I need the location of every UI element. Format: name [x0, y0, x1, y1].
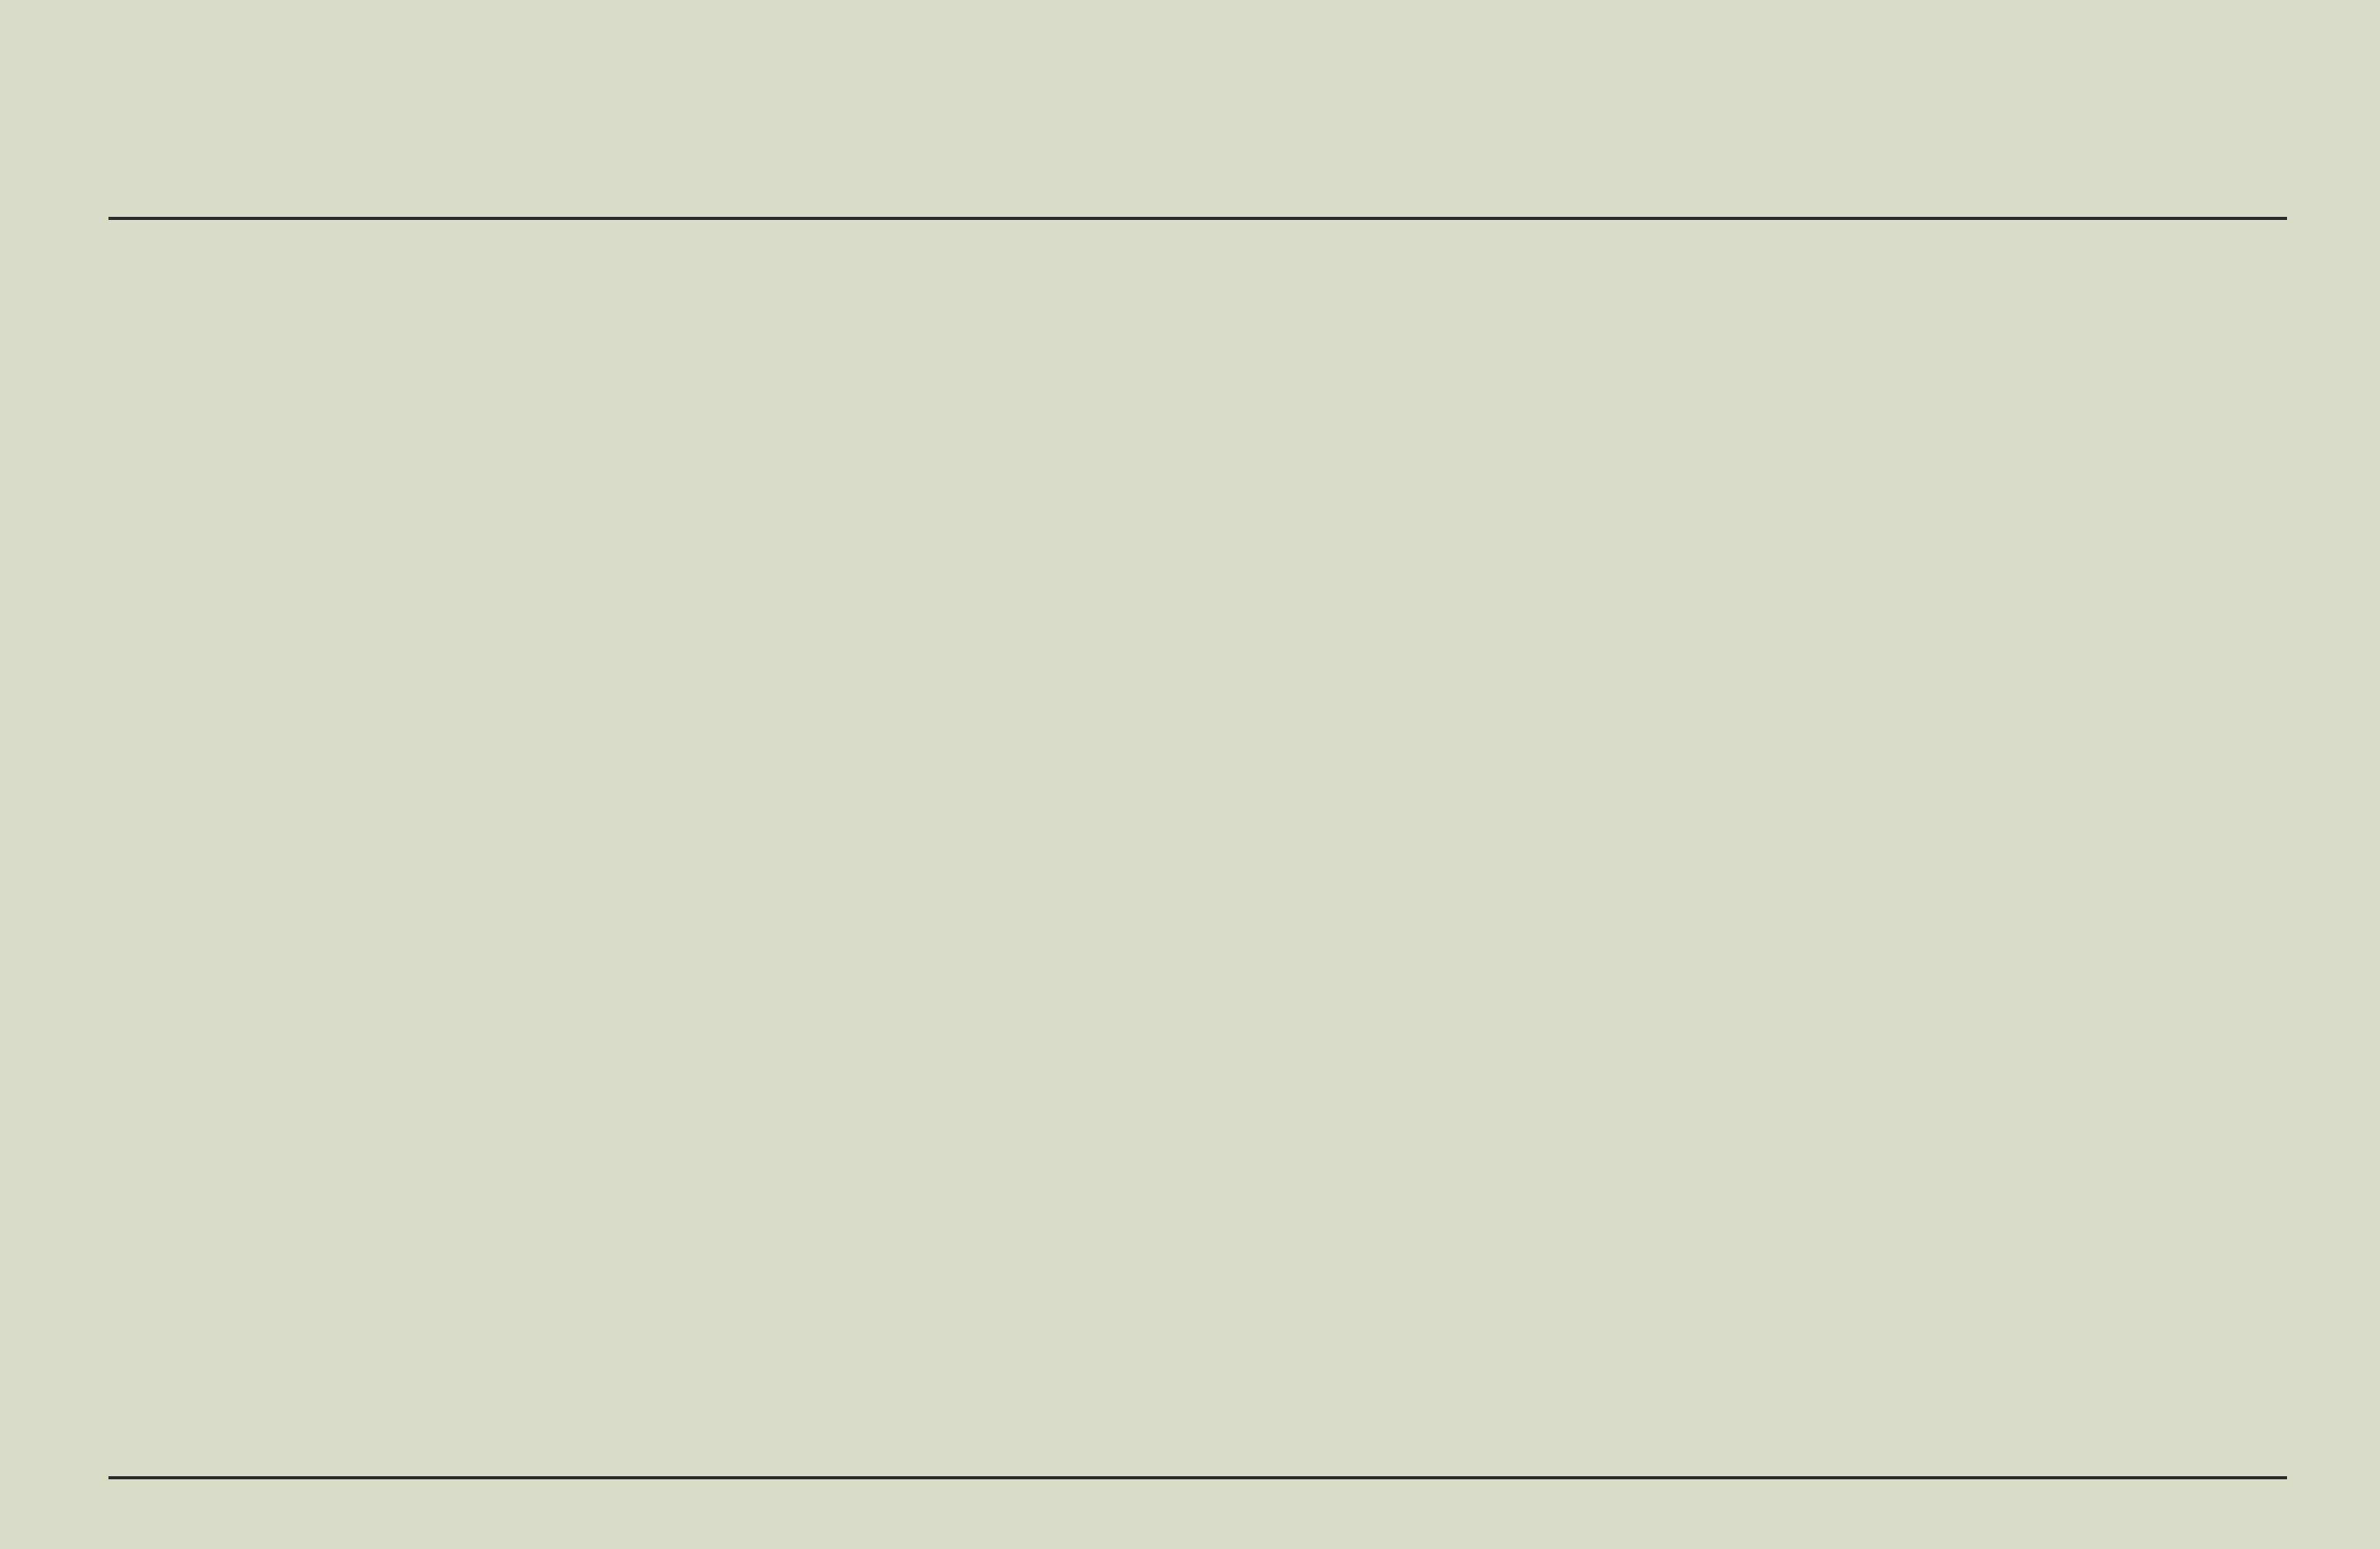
document-page [0, 0, 2380, 1549]
register-table [108, 217, 2287, 1479]
